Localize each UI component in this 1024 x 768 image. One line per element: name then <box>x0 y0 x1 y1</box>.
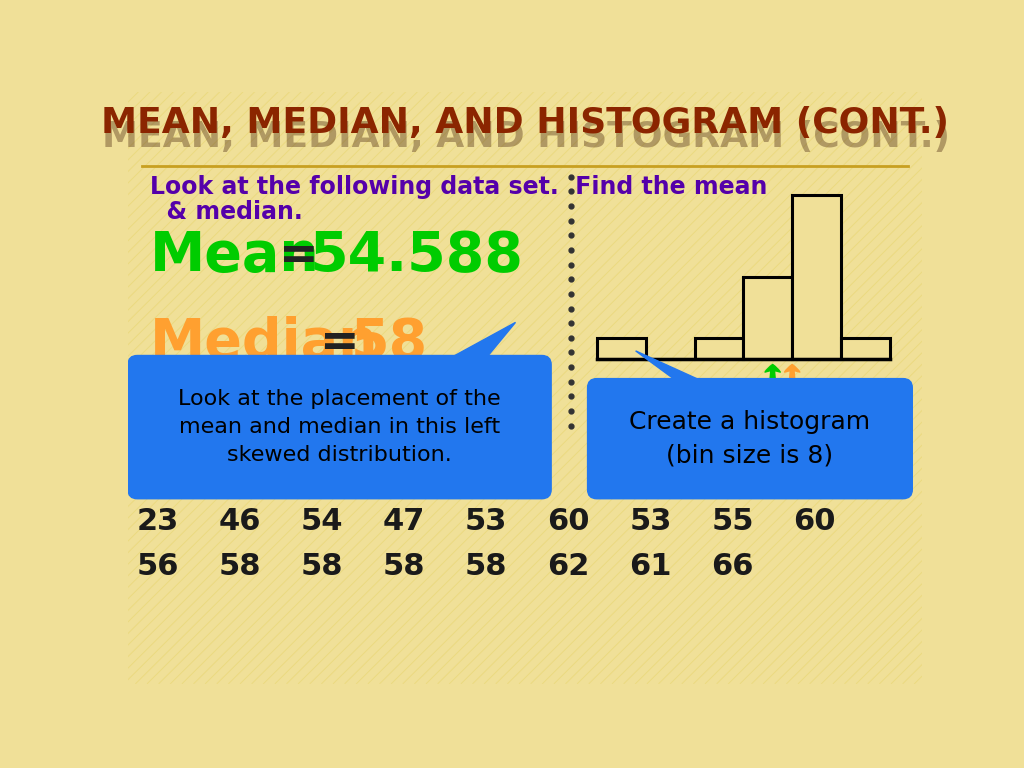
Text: 56: 56 <box>136 552 179 581</box>
Bar <box>694 338 743 359</box>
Text: Look at the placement of the
mean and median in this left
skewed distribution.: Look at the placement of the mean and me… <box>178 389 501 465</box>
Text: =: = <box>321 321 359 366</box>
FancyBboxPatch shape <box>128 356 551 498</box>
Text: 58: 58 <box>218 552 261 581</box>
Text: 23: 23 <box>136 508 178 536</box>
Text: 46: 46 <box>218 508 261 536</box>
Text: 53: 53 <box>629 508 672 536</box>
Text: MEAN, MEDIAN, AND HISTOGRAM (CONT.): MEAN, MEDIAN, AND HISTOGRAM (CONT.) <box>100 106 949 140</box>
Text: 61: 61 <box>629 552 672 581</box>
Text: 54.588: 54.588 <box>310 229 524 283</box>
Text: 54: 54 <box>300 508 343 536</box>
Text: 55: 55 <box>712 508 754 536</box>
Text: 60: 60 <box>547 508 590 536</box>
Text: =: = <box>280 233 318 279</box>
Text: 58: 58 <box>351 316 428 370</box>
Text: 58: 58 <box>383 552 425 581</box>
Text: & median.: & median. <box>150 200 302 224</box>
Polygon shape <box>438 323 515 365</box>
Text: Look at the following data set.  Find the mean: Look at the following data set. Find the… <box>150 175 767 200</box>
Text: 58: 58 <box>300 552 343 581</box>
Text: Create a histogram
(bin size is 8): Create a histogram (bin size is 8) <box>630 410 870 468</box>
Bar <box>793 195 841 359</box>
Polygon shape <box>636 351 717 388</box>
Bar <box>743 277 793 359</box>
Text: 66: 66 <box>712 552 754 581</box>
Text: MEAN, MEDIAN, AND HISTOGRAM (CONT.): MEAN, MEDIAN, AND HISTOGRAM (CONT.) <box>102 120 950 154</box>
Text: 58: 58 <box>465 552 507 581</box>
Bar <box>841 338 890 359</box>
Text: Median: Median <box>150 316 378 370</box>
Text: Mean: Mean <box>150 229 319 283</box>
Text: 53: 53 <box>465 508 507 536</box>
Bar <box>597 338 646 359</box>
Text: 62: 62 <box>547 552 590 581</box>
FancyBboxPatch shape <box>588 379 912 498</box>
Text: 47: 47 <box>383 508 425 536</box>
Text: 60: 60 <box>794 508 836 536</box>
